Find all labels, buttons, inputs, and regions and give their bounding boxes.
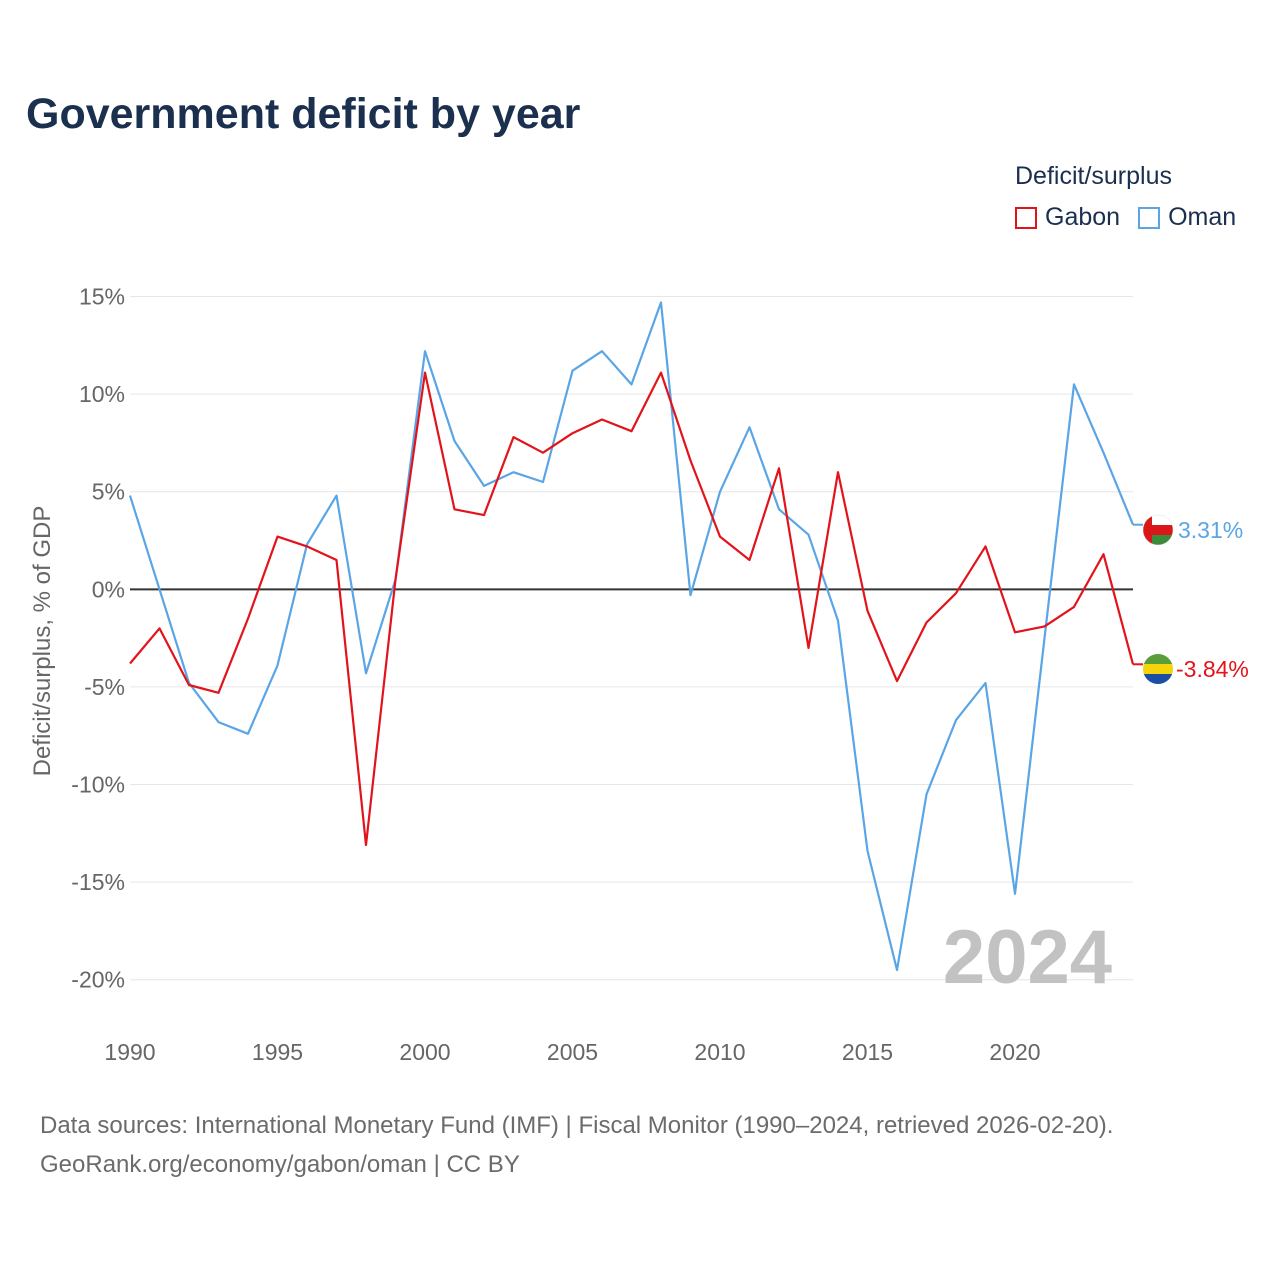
y-tick-label: -10% (71, 772, 125, 798)
gabon-flag-icon (1143, 654, 1173, 684)
series-line-gabon[interactable] (129, 371, 1135, 847)
x-tick-label: 1995 (252, 1039, 303, 1065)
legend-label-oman: Oman (1168, 203, 1237, 231)
source-note: Data sources: International Monetary Fun… (40, 1106, 1113, 1184)
legend-items: Gabon Oman (1015, 203, 1254, 232)
series-line-oman[interactable] (128, 301, 1135, 972)
y-tick-label: 10% (79, 381, 125, 407)
x-tick-labels: 1990 1995 2000 2005 2010 2015 2020 (104, 1039, 1040, 1065)
legend-label-gabon: Gabon (1045, 203, 1121, 231)
legend-title: Deficit/surplus (1015, 162, 1172, 190)
x-tick-label: 1990 (104, 1039, 155, 1065)
x-tick-label: 2005 (547, 1039, 598, 1065)
legend: Deficit/surplus Gabon Oman (1015, 162, 1254, 232)
chart-title: Government deficit by year (26, 90, 581, 138)
current-year-label: 2024 (943, 915, 1112, 1000)
y-tick-label: -15% (71, 869, 125, 895)
grid-lines (130, 296, 1133, 981)
series-lines (128, 301, 1143, 972)
y-tick-label: -5% (84, 674, 125, 700)
attribution-line[interactable]: GeoRank.org/economy/gabon/oman | CC BY (40, 1151, 520, 1178)
y-axis-label: Deficit/surplus, % of GDP (29, 506, 56, 777)
y-tick-label: 5% (92, 479, 125, 505)
legend-item-gabon[interactable]: Gabon (1015, 203, 1120, 232)
y-tick-labels: 15% 10% 5% 0% -5% -10% -15% -20% (71, 284, 125, 993)
end-label-gabon: -3.84% (1176, 656, 1249, 682)
source-line: Data sources: International Monetary Fun… (40, 1112, 1114, 1139)
x-tick-label: 2015 (842, 1039, 893, 1065)
x-tick-label: 2010 (694, 1039, 745, 1065)
x-tick-label: 2000 (399, 1039, 450, 1065)
x-tick-label: 2020 (989, 1039, 1040, 1065)
legend-swatch-gabon (1015, 206, 1037, 229)
y-tick-label: 0% (92, 576, 125, 602)
y-tick-label: -20% (71, 967, 125, 993)
y-tick-label: 15% (79, 284, 125, 310)
legend-item-oman[interactable]: Oman (1138, 203, 1236, 232)
end-label-oman: 3.31% (1178, 517, 1243, 543)
oman-flag-icon (1143, 515, 1173, 545)
legend-swatch-oman (1138, 206, 1161, 229)
